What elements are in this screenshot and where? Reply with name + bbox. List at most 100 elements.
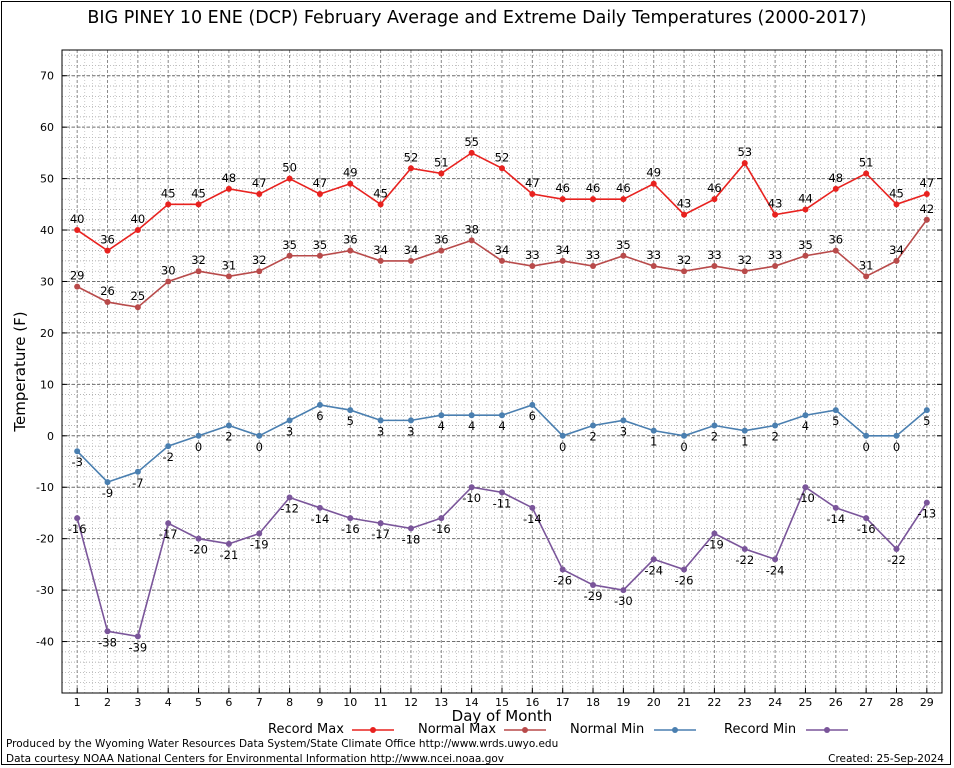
data-label: 31 xyxy=(859,258,874,272)
data-point xyxy=(347,247,354,254)
x-tick-label: 26 xyxy=(829,696,843,709)
data-point xyxy=(923,407,930,414)
y-tick-label: -30 xyxy=(36,584,54,597)
data-point xyxy=(347,407,354,414)
y-tick-label: 70 xyxy=(40,70,54,83)
data-label: 33 xyxy=(646,248,661,262)
data-label: 26 xyxy=(100,284,115,298)
data-label: -19 xyxy=(250,538,269,552)
data-point xyxy=(165,443,172,450)
data-point xyxy=(832,247,839,254)
data-point xyxy=(74,283,81,290)
footer-produced-by: Produced by the Wyoming Water Resources … xyxy=(6,738,559,750)
data-point xyxy=(165,201,172,208)
data-label: 33 xyxy=(586,248,601,262)
chart-title: BIG PINEY 10 ENE (DCP) February Average … xyxy=(87,8,867,28)
data-label: -13 xyxy=(917,507,936,521)
data-point xyxy=(863,273,870,280)
data-label: -3 xyxy=(71,455,82,469)
legend-record-max: Record Max xyxy=(268,722,396,737)
data-label: -10 xyxy=(462,491,481,505)
data-point xyxy=(923,499,930,506)
data-point xyxy=(711,422,718,429)
data-label: 34 xyxy=(495,243,510,257)
data-label: -17 xyxy=(159,527,178,541)
data-label: 48 xyxy=(828,171,843,185)
x-tick-label: 12 xyxy=(404,696,418,709)
data-point xyxy=(256,191,263,198)
x-tick-label: 1 xyxy=(74,696,81,709)
data-point xyxy=(256,268,263,275)
data-label: 0 xyxy=(862,440,869,454)
data-point xyxy=(134,304,141,311)
data-label: -24 xyxy=(766,563,785,577)
data-label: 49 xyxy=(646,166,661,180)
y-tick-label: 60 xyxy=(40,121,54,134)
data-label: 36 xyxy=(828,233,843,247)
data-label: 42 xyxy=(920,202,935,216)
x-tick-label: 17 xyxy=(556,696,570,709)
data-label: 43 xyxy=(768,197,783,211)
legend-record-min: Record Min xyxy=(724,722,850,737)
data-point xyxy=(529,401,536,408)
data-point xyxy=(407,257,414,264)
data-point xyxy=(104,299,111,306)
x-tick-label: 28 xyxy=(889,696,903,709)
data-point xyxy=(559,566,566,573)
legend-swatch xyxy=(351,726,394,733)
data-label: 46 xyxy=(616,181,631,195)
data-point xyxy=(286,494,293,501)
data-point xyxy=(893,432,900,439)
data-point xyxy=(923,191,930,198)
data-label: -16 xyxy=(68,522,87,536)
x-tick-label: 11 xyxy=(374,696,388,709)
data-label: -2 xyxy=(162,450,173,464)
legend-swatch xyxy=(654,726,697,733)
x-tick-label: 20 xyxy=(647,696,661,709)
data-label: 46 xyxy=(586,181,601,195)
legend-label: Record Max xyxy=(268,722,344,737)
x-axis-label: Day of Month xyxy=(452,707,553,725)
y-tick-label: 30 xyxy=(40,275,54,288)
data-point xyxy=(893,545,900,552)
data-point xyxy=(165,520,172,527)
data-point xyxy=(286,252,293,259)
data-label: 4 xyxy=(498,419,505,433)
data-label: 4 xyxy=(802,419,809,433)
data-point xyxy=(620,417,627,424)
data-label: 6 xyxy=(316,409,323,423)
x-tick-label: 25 xyxy=(798,696,812,709)
data-point xyxy=(590,196,597,203)
data-point xyxy=(529,504,536,511)
data-point xyxy=(863,432,870,439)
y-axis-label: Temperature (F) xyxy=(11,311,29,432)
data-label: -16 xyxy=(857,522,876,536)
data-label: 52 xyxy=(495,150,510,164)
data-label: -14 xyxy=(826,512,845,526)
x-tick-label: 19 xyxy=(616,696,630,709)
x-tick-label: 22 xyxy=(707,696,721,709)
data-point xyxy=(620,196,627,203)
data-point xyxy=(286,175,293,182)
data-label: 2 xyxy=(711,430,718,444)
data-label: 31 xyxy=(222,258,237,272)
data-point xyxy=(377,257,384,264)
grid xyxy=(62,50,942,694)
data-label: 33 xyxy=(707,248,722,262)
data-point xyxy=(681,268,688,275)
data-label: 34 xyxy=(555,243,570,257)
data-label: 48 xyxy=(222,171,237,185)
data-point xyxy=(832,407,839,414)
data-label: 34 xyxy=(373,243,388,257)
data-label: 0 xyxy=(195,440,202,454)
data-point xyxy=(923,216,930,223)
data-label: 53 xyxy=(737,145,752,159)
data-label: -38 xyxy=(98,635,117,649)
data-label: -9 xyxy=(102,486,113,500)
data-point xyxy=(711,263,718,270)
x-tick-label: 5 xyxy=(195,696,202,709)
data-label: -14 xyxy=(311,512,330,526)
data-point xyxy=(499,257,505,264)
data-label: 29 xyxy=(70,269,85,283)
data-label: -11 xyxy=(493,496,512,510)
